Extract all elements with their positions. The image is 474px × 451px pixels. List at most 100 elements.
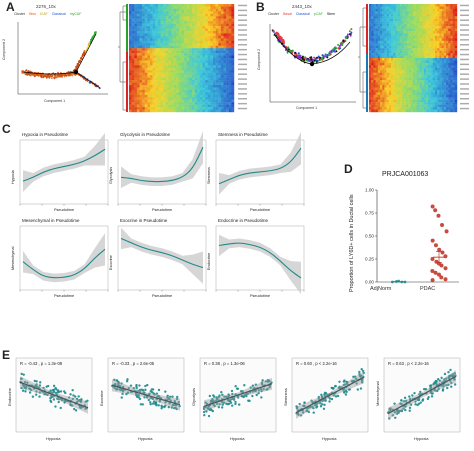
heatmap-cell xyxy=(173,38,177,42)
heatmap-cell xyxy=(406,62,409,66)
heatmap-cell xyxy=(380,62,383,66)
heatmap-cell xyxy=(199,77,203,81)
heatmap-cell xyxy=(226,70,229,73)
data-point xyxy=(433,208,438,213)
heatmap-cell xyxy=(220,94,224,98)
cell-point xyxy=(346,33,349,36)
heatmap-cell xyxy=(218,94,222,98)
heatmap-cell xyxy=(369,92,372,96)
heatmap-cell xyxy=(213,31,216,34)
heatmap-cell xyxy=(173,102,177,105)
heatmap-cell xyxy=(382,48,385,51)
heatmap-cell xyxy=(410,38,414,42)
heatmap-cell xyxy=(413,62,416,66)
heatmap-cell xyxy=(450,26,453,29)
heatmap-cell xyxy=(228,107,232,110)
heatmap-cell xyxy=(147,8,151,12)
heatmap-cell xyxy=(424,31,427,34)
heatmap-cell xyxy=(441,60,444,64)
heatmap-cell xyxy=(205,53,208,56)
data-point xyxy=(447,383,450,387)
heatmap-cell xyxy=(160,89,164,93)
heatmap-cell xyxy=(373,102,376,105)
heatmap-cell xyxy=(402,92,405,96)
heatmap-cell xyxy=(228,11,232,15)
heatmap-cell xyxy=(452,35,455,39)
heatmap-cell xyxy=(408,18,411,22)
heatmap-cell xyxy=(448,55,451,59)
heatmap-cell xyxy=(194,28,198,32)
heatmap-cell xyxy=(371,6,374,10)
heatmap-cell xyxy=(415,21,418,24)
heatmap-cell xyxy=(192,58,195,61)
heatmap-cell xyxy=(165,104,169,108)
heatmap-cell xyxy=(375,62,378,66)
heatmap-cell xyxy=(393,40,396,44)
heatmap-cell xyxy=(369,109,372,113)
gene-label-mark xyxy=(238,34,247,36)
heatmap-cell xyxy=(207,87,211,91)
heatmap-cell xyxy=(382,43,385,46)
cell-point xyxy=(90,39,93,41)
heatmap-cell xyxy=(163,89,166,93)
heatmap-cell xyxy=(410,99,414,103)
heatmap-cell xyxy=(189,104,193,108)
heatmap-cell xyxy=(408,43,411,46)
heatmap-cell xyxy=(450,65,453,69)
heatmap-cell xyxy=(373,45,376,49)
heatmap-cell xyxy=(415,80,418,83)
heatmap-cell xyxy=(136,94,140,98)
heatmap-cell xyxy=(194,77,198,81)
heatmap-cell xyxy=(205,35,208,39)
heatmap-cell xyxy=(136,45,140,49)
heatmap-cell xyxy=(424,82,427,86)
heatmap-cell xyxy=(199,94,203,98)
heatmap-cell xyxy=(419,77,422,81)
data-point xyxy=(221,403,224,406)
cell-point xyxy=(289,49,292,52)
heatmap-cell xyxy=(380,92,383,96)
data-point xyxy=(55,388,58,391)
heatmap-cell xyxy=(165,53,169,56)
heatmap-cell xyxy=(134,104,138,108)
heatmap-cell xyxy=(226,4,229,7)
heatmap-cell xyxy=(136,67,140,71)
heatmap-cell xyxy=(155,45,159,49)
heatmap-cell xyxy=(231,28,235,32)
heatmap-cell xyxy=(155,38,159,42)
heatmap-cell xyxy=(168,99,172,103)
heatmap-cell xyxy=(450,31,453,34)
heatmap-cell xyxy=(377,102,381,105)
heatmap-cell xyxy=(129,23,132,27)
heatmap-cell xyxy=(428,65,431,69)
heatmap-cell xyxy=(171,87,174,91)
heatmap-cell xyxy=(139,53,143,56)
heatmap-cell xyxy=(395,38,398,42)
regression-line xyxy=(295,376,365,414)
heatmap-cell xyxy=(417,104,420,108)
heatmap-cell xyxy=(424,94,427,98)
heatmap-cell xyxy=(129,102,132,105)
heatmap-cell xyxy=(176,62,180,66)
heatmap-cell xyxy=(210,104,214,108)
heatmap-cell xyxy=(192,67,195,71)
data-point xyxy=(52,384,56,388)
heatmap-cell xyxy=(371,89,374,93)
heatmap-cell xyxy=(391,45,394,49)
heatmap-cell xyxy=(428,97,431,100)
heatmap-cell xyxy=(144,21,148,24)
heatmap-cell xyxy=(382,92,385,96)
heatmap-cell xyxy=(139,4,143,7)
heatmap-cell xyxy=(223,82,227,86)
heatmap-cell xyxy=(452,109,455,113)
cell-point xyxy=(284,45,287,48)
heatmap-cell xyxy=(173,26,177,29)
heatmap-cell xyxy=(215,53,219,56)
heatmap-cell xyxy=(194,109,198,113)
heatmap-cell xyxy=(454,107,458,110)
data-point xyxy=(439,275,444,280)
data-point xyxy=(153,393,156,396)
data-point xyxy=(113,378,116,382)
heatmap-cell xyxy=(395,8,398,12)
heatmap-cell xyxy=(410,26,414,29)
